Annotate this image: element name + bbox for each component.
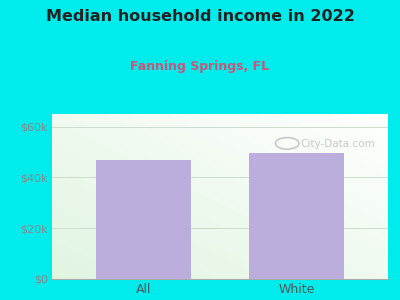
Text: City-Data.com: City-Data.com	[301, 139, 375, 149]
Text: Fanning Springs, FL: Fanning Springs, FL	[130, 60, 270, 73]
Bar	[96, 160, 191, 279]
Text: Median household income in 2022: Median household income in 2022	[46, 9, 354, 24]
Bar	[249, 153, 344, 279]
